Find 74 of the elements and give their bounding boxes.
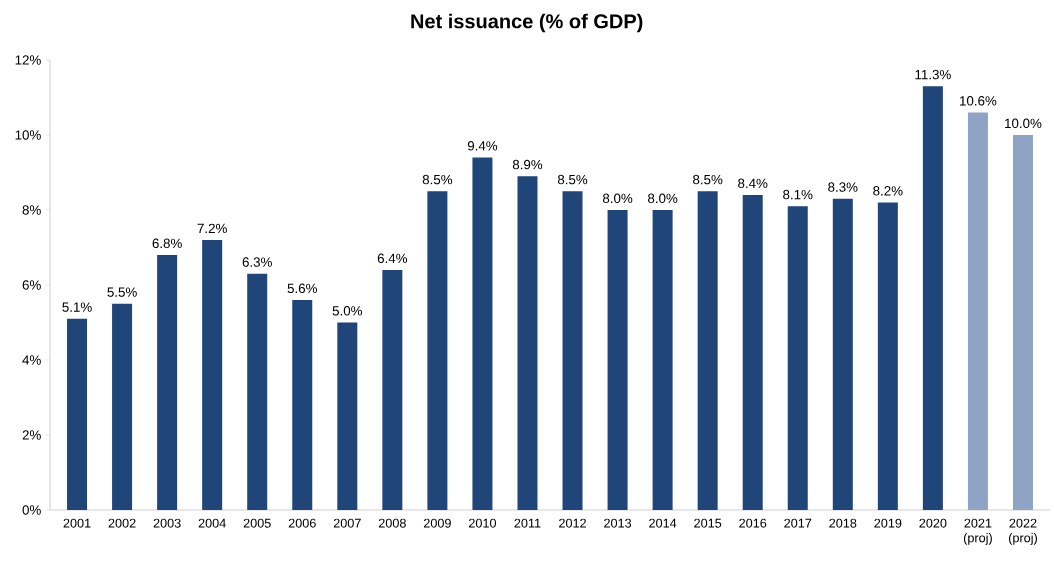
x-tick-label: 2014 [649, 518, 677, 528]
data-label: 8.5% [422, 174, 453, 185]
x-tick-label: 2001 [63, 518, 91, 528]
x-tick-label: 2005 [243, 518, 271, 528]
data-label: 8.2% [873, 186, 903, 196]
y-tick-label: 6% [22, 280, 41, 290]
x-tick-label: 2012 [559, 518, 586, 528]
data-label: 8.5% [693, 174, 723, 185]
x-tick-label: 2019 [874, 518, 902, 528]
x-tick-label: 2020 [919, 518, 947, 528]
bar [382, 269, 403, 510]
data-label: 10.0% [1005, 118, 1042, 129]
bar [292, 299, 313, 510]
x-tick-label: 2010 [468, 518, 497, 528]
chart-title: Net issuance (% of GDP) [411, 13, 643, 33]
x-tick-label: 2006 [288, 518, 316, 528]
x-tick-label: 2004 [198, 518, 226, 528]
x-tick-label: 2021 (proj) [963, 518, 992, 545]
y-tick-label: 2% [22, 430, 41, 440]
data-label: 8.1% [783, 189, 813, 200]
bar [742, 194, 763, 510]
data-label: 5.0% [332, 306, 363, 316]
bar [832, 198, 853, 510]
bar [607, 209, 628, 510]
bar [1012, 134, 1033, 510]
bar [787, 206, 808, 510]
x-tick-label: 2002 [108, 518, 136, 528]
data-label: 9.4% [467, 141, 498, 151]
x-tick-label: 2007 [333, 518, 361, 528]
data-label: 8.9% [512, 159, 543, 170]
x-tick-label: 2018 [829, 518, 857, 528]
data-label: 5.1% [62, 302, 92, 312]
bar [472, 157, 493, 510]
x-tick-label: 2009 [423, 518, 451, 528]
y-tick-label: 8% [22, 205, 41, 215]
data-label: 8.0% [602, 193, 633, 204]
x-tick-label: 2015 [694, 518, 722, 528]
data-label: 5.5% [107, 287, 137, 297]
x-tick-label: 2011 [514, 518, 541, 528]
data-label: 5.6% [287, 283, 317, 294]
x-tick-label: 2008 [378, 518, 406, 528]
bar [427, 191, 448, 510]
bar [877, 202, 898, 510]
y-tick-label: 10% [15, 130, 41, 140]
data-label: 11.3% [915, 69, 951, 80]
bar [67, 318, 88, 510]
data-label: 8.5% [557, 174, 588, 185]
x-tick-label: 2013 [604, 518, 632, 528]
x-tick-label: 2017 [784, 518, 812, 528]
bar [562, 191, 583, 510]
bar [517, 176, 538, 510]
data-label: 8.4% [738, 178, 768, 189]
data-label: 8.0% [648, 193, 678, 204]
bar [202, 239, 223, 510]
y-tick-label: 12% [15, 55, 41, 65]
data-label: 10.6% [960, 96, 997, 106]
y-tick-label: 0% [22, 505, 41, 515]
data-label: 6.3% [242, 257, 272, 267]
bar [922, 86, 943, 510]
data-label: 8.3% [828, 182, 858, 192]
bar [652, 209, 673, 510]
x-tick-label: 2016 [739, 518, 767, 528]
data-label: 6.4% [377, 253, 408, 264]
bar [112, 303, 133, 510]
bar [697, 191, 718, 510]
data-label: 7.2% [197, 223, 227, 234]
bar [157, 254, 178, 510]
bar [967, 112, 988, 510]
x-tick-label: 2022 (proj) [1008, 518, 1037, 545]
y-tick-label: 4% [22, 355, 41, 365]
data-label: 6.8% [152, 238, 182, 249]
bar [337, 322, 358, 510]
x-tick-label: 2003 [153, 518, 181, 528]
bar [247, 273, 268, 510]
